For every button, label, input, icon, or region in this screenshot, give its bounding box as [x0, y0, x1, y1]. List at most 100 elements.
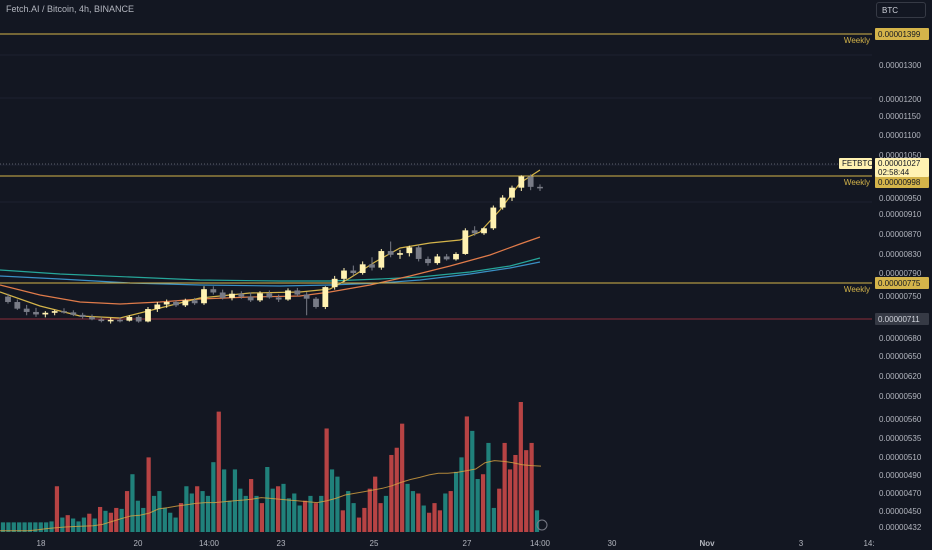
- volume-bar: [141, 507, 146, 532]
- volume-bar: [238, 488, 243, 532]
- volume-bar: [448, 491, 453, 532]
- volume-bar: [44, 522, 49, 532]
- lightning-icon: [536, 519, 548, 531]
- price-tick-label: 0.00000680: [879, 334, 922, 343]
- price-tick-label: 0.00000620: [879, 372, 922, 381]
- volume-bar: [529, 442, 534, 532]
- currency-selector[interactable]: BTC: [876, 2, 926, 18]
- price-tick-label: 0.00001150: [879, 112, 921, 121]
- volume-bar: [54, 486, 60, 532]
- candle-body: [247, 296, 254, 301]
- weekly-price-tag-bg: [875, 176, 929, 188]
- candle-body: [434, 256, 441, 264]
- candle-body: [453, 253, 459, 260]
- candle-body: [33, 311, 39, 315]
- price-tick-label: 0.00000910: [879, 210, 922, 219]
- price-axis: 0.00001300 0.00001200 0.00001150 0.00001100…: [879, 61, 922, 532]
- volume-bar: [38, 522, 43, 532]
- volume-bar: [324, 428, 329, 532]
- candle-body: [285, 290, 291, 300]
- volume-bar: [443, 493, 448, 532]
- volume-bar: [135, 500, 140, 532]
- volume-bar: [243, 495, 248, 532]
- volume-bar: [65, 515, 70, 532]
- volume-bar: [81, 517, 87, 532]
- candle-body: [537, 186, 543, 189]
- volume-bar: [497, 488, 502, 532]
- candle-body: [387, 251, 394, 255]
- weekly-price-tag: 0.00001399: [878, 30, 921, 39]
- candle-body: [219, 292, 226, 298]
- last-price-countdown: 02:58:44: [878, 168, 910, 177]
- weekly-price-tag: 0.00000775: [878, 279, 921, 288]
- price-tick-label: 0.00000535: [879, 434, 922, 443]
- volume-bar: [383, 495, 389, 532]
- volume-bar: [195, 486, 200, 532]
- volume-bar: [329, 469, 335, 532]
- candle-body: [182, 300, 189, 306]
- price-tick-label: 0.00001100: [879, 131, 921, 140]
- candle-body: [275, 297, 282, 300]
- volume-bar: [534, 510, 540, 532]
- price-tick-label: 0.00000590: [879, 392, 922, 401]
- candle-body: [499, 197, 506, 208]
- price-tags: 0.00001399 0.00000998 0.00000775 0.00000711…: [536, 28, 929, 531]
- volume-bar: [87, 513, 92, 532]
- volume-bar: [524, 450, 529, 532]
- volume-bar: [168, 512, 173, 532]
- ma-mid-orange: [0, 236, 541, 305]
- candle-body: [191, 300, 198, 304]
- last-price-tag-bg: [875, 158, 929, 177]
- volume-bar: [475, 479, 480, 532]
- candle-body: [210, 289, 217, 293]
- volume-bar: [453, 471, 459, 532]
- volume-bar: [340, 510, 345, 532]
- time-tick-label: 14:00: [199, 539, 220, 548]
- candle-body: [481, 228, 487, 234]
- weekly-price-tag: 0.00000998: [878, 178, 921, 187]
- volume-bars: [0, 402, 542, 532]
- last-price-value: 0.00001027: [878, 159, 921, 168]
- volume-bar: [49, 521, 54, 532]
- candle-body: [238, 293, 245, 297]
- candle-body: [443, 256, 450, 260]
- candle-body: [294, 290, 301, 295]
- price-tick-label: 0.00000450: [879, 507, 922, 516]
- volume-bar: [103, 510, 108, 532]
- candle-body: [257, 293, 263, 301]
- price-tick-label: 0.00000560: [879, 415, 922, 424]
- volume-bar: [292, 493, 297, 532]
- candle-body: [70, 312, 77, 315]
- price-tick-label: 0.00000950: [879, 194, 922, 203]
- volume-bar: [351, 503, 356, 532]
- volume-bar: [464, 416, 469, 532]
- volume-bar: [491, 507, 496, 532]
- volume-bar: [308, 495, 313, 532]
- price-tick-label: 0.00000650: [879, 352, 922, 361]
- chart-title: Fetch.AI / Bitcoin, 4h, BINANCE: [6, 4, 135, 14]
- support-price-tag-bg: [875, 313, 929, 325]
- candle-body: [527, 176, 534, 187]
- volume-bar: [71, 518, 76, 532]
- volume-bar: [378, 503, 383, 532]
- volume-bar: [480, 474, 486, 532]
- candle-body: [462, 230, 469, 254]
- candle-body: [126, 316, 133, 321]
- volume-bar: [146, 457, 151, 532]
- candle-body: [117, 319, 123, 322]
- time-tick-label: 14:: [863, 539, 874, 548]
- volume-bar: [259, 503, 265, 532]
- time-tick-label: 25: [370, 539, 379, 548]
- candle-body: [490, 207, 497, 229]
- volume-bar: [335, 476, 340, 532]
- price-tick-label: 0.00000470: [879, 489, 922, 498]
- price-tick-label: 0.00000750: [879, 292, 922, 301]
- price-tick-label: 0.00000870: [879, 230, 922, 239]
- volume-bar: [367, 488, 372, 532]
- candle-body: [378, 251, 385, 268]
- volume-bar: [356, 517, 362, 532]
- candle-body: [369, 264, 375, 268]
- time-tick-label: 23: [277, 539, 286, 548]
- volume-bar: [281, 483, 286, 532]
